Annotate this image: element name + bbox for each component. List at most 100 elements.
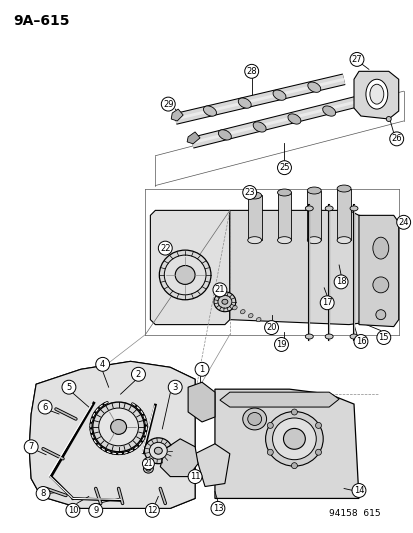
- Ellipse shape: [325, 206, 332, 211]
- Circle shape: [38, 400, 52, 414]
- Ellipse shape: [247, 192, 261, 199]
- Ellipse shape: [336, 237, 350, 244]
- Text: 8: 8: [40, 489, 46, 498]
- Ellipse shape: [365, 79, 387, 109]
- Circle shape: [396, 215, 410, 229]
- Text: 21: 21: [214, 285, 225, 294]
- Ellipse shape: [372, 277, 388, 293]
- Polygon shape: [277, 192, 291, 240]
- Circle shape: [264, 321, 278, 335]
- Polygon shape: [171, 109, 183, 121]
- Ellipse shape: [93, 402, 144, 452]
- Ellipse shape: [305, 334, 313, 339]
- Ellipse shape: [110, 419, 126, 434]
- Ellipse shape: [247, 237, 261, 244]
- Ellipse shape: [203, 106, 216, 116]
- Ellipse shape: [214, 292, 235, 312]
- Text: 22: 22: [160, 244, 170, 253]
- Polygon shape: [219, 392, 338, 407]
- Ellipse shape: [267, 449, 273, 455]
- Circle shape: [168, 380, 182, 394]
- Polygon shape: [247, 196, 261, 240]
- Ellipse shape: [221, 299, 227, 304]
- Circle shape: [24, 440, 38, 454]
- Circle shape: [88, 503, 102, 518]
- Ellipse shape: [372, 237, 388, 259]
- Polygon shape: [358, 215, 398, 327]
- Text: 2: 2: [135, 370, 141, 379]
- Circle shape: [353, 335, 367, 349]
- Ellipse shape: [305, 206, 313, 211]
- Text: 21: 21: [143, 459, 153, 468]
- Ellipse shape: [145, 466, 150, 471]
- Circle shape: [244, 64, 258, 78]
- Ellipse shape: [238, 98, 251, 108]
- Polygon shape: [229, 211, 383, 325]
- Ellipse shape: [164, 255, 206, 295]
- Circle shape: [158, 241, 172, 255]
- Ellipse shape: [154, 447, 162, 454]
- Ellipse shape: [272, 418, 316, 459]
- Ellipse shape: [277, 237, 291, 244]
- Ellipse shape: [267, 423, 273, 429]
- Text: 26: 26: [390, 134, 401, 143]
- Ellipse shape: [336, 185, 350, 192]
- Polygon shape: [150, 211, 229, 325]
- Circle shape: [195, 362, 209, 376]
- Text: 12: 12: [147, 506, 157, 515]
- Ellipse shape: [315, 423, 321, 429]
- Ellipse shape: [349, 334, 357, 339]
- Ellipse shape: [322, 106, 335, 116]
- Polygon shape: [29, 361, 195, 508]
- Circle shape: [145, 503, 159, 518]
- Polygon shape: [188, 382, 214, 422]
- Ellipse shape: [369, 84, 383, 104]
- Polygon shape: [214, 389, 358, 498]
- Circle shape: [376, 330, 390, 344]
- Text: 18: 18: [335, 277, 346, 286]
- Text: 29: 29: [163, 100, 173, 109]
- Polygon shape: [336, 189, 350, 240]
- Text: 16: 16: [355, 337, 366, 346]
- Ellipse shape: [385, 117, 390, 122]
- Circle shape: [131, 367, 145, 381]
- Text: 23: 23: [244, 188, 254, 197]
- Circle shape: [242, 185, 256, 199]
- Circle shape: [389, 132, 403, 146]
- Text: 20: 20: [266, 323, 276, 332]
- Circle shape: [274, 337, 288, 351]
- Text: 14: 14: [353, 486, 363, 495]
- Ellipse shape: [283, 429, 305, 449]
- Text: 24: 24: [397, 218, 408, 227]
- Circle shape: [351, 483, 365, 497]
- Text: 17: 17: [321, 298, 332, 307]
- Text: 25: 25: [278, 163, 289, 172]
- Circle shape: [161, 97, 175, 111]
- Polygon shape: [306, 190, 320, 240]
- Circle shape: [62, 380, 76, 394]
- Circle shape: [212, 283, 226, 297]
- Ellipse shape: [143, 464, 153, 473]
- Text: 3: 3: [172, 383, 178, 392]
- Polygon shape: [353, 71, 398, 119]
- Ellipse shape: [349, 206, 357, 211]
- Ellipse shape: [265, 411, 323, 466]
- Text: 9A–615: 9A–615: [13, 14, 70, 28]
- Text: 7: 7: [28, 442, 34, 451]
- Ellipse shape: [277, 189, 291, 196]
- Ellipse shape: [256, 318, 260, 322]
- Text: 6: 6: [42, 402, 47, 411]
- Ellipse shape: [242, 408, 266, 430]
- Polygon shape: [195, 444, 229, 487]
- Polygon shape: [29, 361, 195, 508]
- Text: 27: 27: [351, 55, 361, 64]
- Ellipse shape: [287, 114, 300, 124]
- Ellipse shape: [217, 295, 231, 308]
- Text: 1: 1: [199, 365, 204, 374]
- Text: 19: 19: [275, 340, 286, 349]
- Ellipse shape: [98, 408, 138, 446]
- Text: 13: 13: [212, 504, 223, 513]
- Ellipse shape: [218, 130, 231, 140]
- Text: 15: 15: [377, 333, 388, 342]
- Ellipse shape: [375, 310, 385, 320]
